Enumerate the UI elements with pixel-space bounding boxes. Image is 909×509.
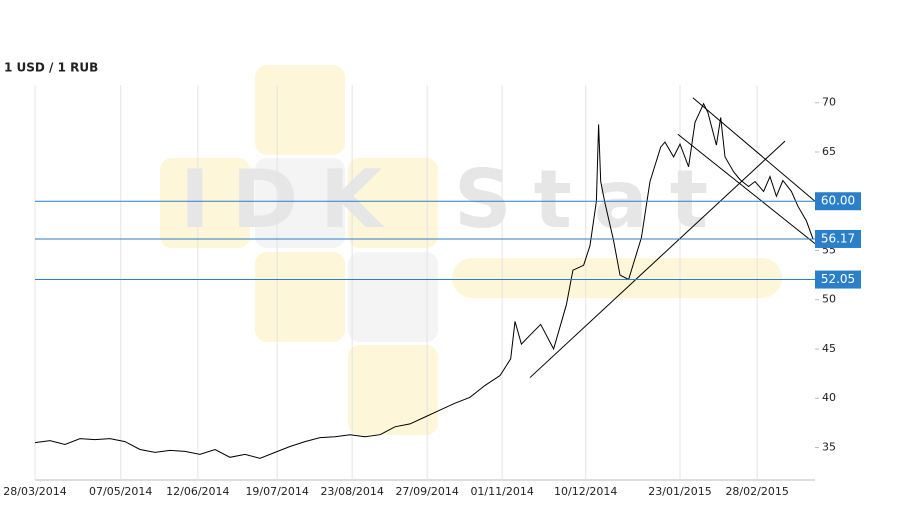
watermark-group: IDK Stat xyxy=(160,65,782,435)
watermark-tile xyxy=(348,252,438,342)
x-tick-label: 12/06/2014 xyxy=(166,485,229,498)
watermark-bar xyxy=(452,258,782,298)
watermark-text: IDK Stat xyxy=(180,153,730,246)
x-tick-label: 19/07/2014 xyxy=(245,485,308,498)
trend-line xyxy=(677,133,816,244)
y-tick-label: 35 xyxy=(822,440,836,453)
y-tick-label: 40 xyxy=(822,391,836,404)
level-label: 60.00 xyxy=(821,194,855,208)
level-label: 52.05 xyxy=(821,272,855,286)
watermark-tile xyxy=(255,65,345,155)
watermark-tile xyxy=(348,345,438,435)
watermark-tile xyxy=(160,158,250,248)
price-line xyxy=(34,102,814,459)
x-tick-label: 27/09/2014 xyxy=(395,485,458,498)
x-tick-label: 28/03/2014 xyxy=(3,485,66,498)
watermark-tile xyxy=(348,158,438,248)
trend-line xyxy=(692,97,816,202)
level-badge xyxy=(815,192,861,211)
x-tick-label: 10/12/2014 xyxy=(554,485,617,498)
x-tick-label: 01/11/2014 xyxy=(470,485,533,498)
level-badge xyxy=(815,270,861,289)
y-tick-label: 45 xyxy=(822,342,836,355)
x-tick-label: 07/05/2014 xyxy=(89,485,152,498)
y-tick-label: 50 xyxy=(822,293,836,306)
y-tick-label: 65 xyxy=(822,145,836,158)
level-badge xyxy=(815,229,861,248)
chart-title: 1 USD / 1 RUB xyxy=(4,61,98,75)
watermark-tile xyxy=(255,252,345,342)
x-tick-label: 28/02/2015 xyxy=(725,485,788,498)
x-tick-label: 23/01/2015 xyxy=(648,485,711,498)
trend-line xyxy=(529,140,786,378)
x-tick-label: 23/08/2014 xyxy=(320,485,383,498)
y-tick-label: 70 xyxy=(822,96,836,109)
level-label: 56.17 xyxy=(821,231,855,245)
